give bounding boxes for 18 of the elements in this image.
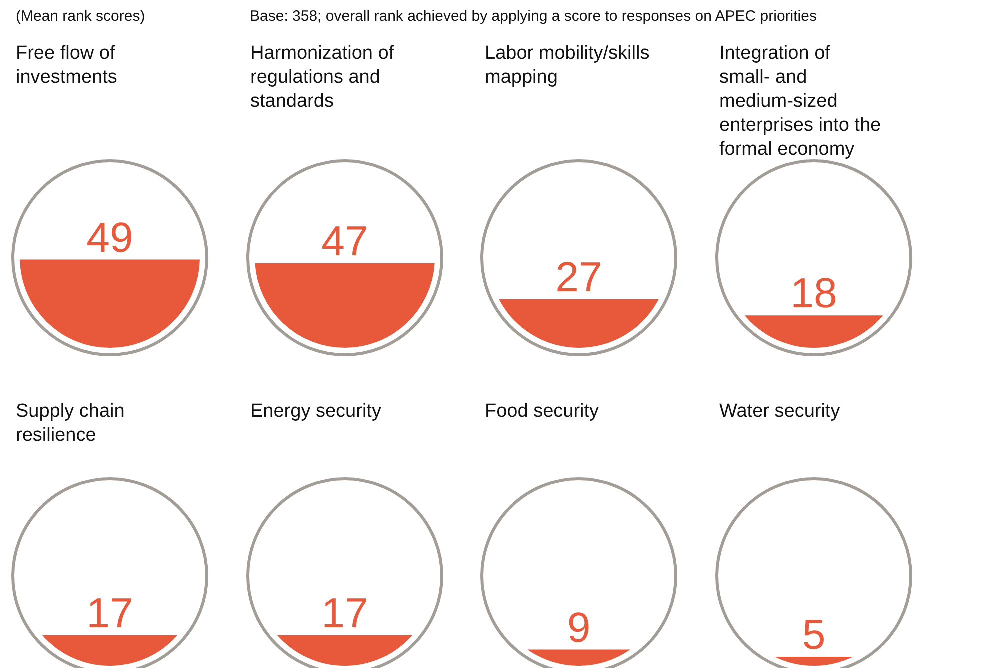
text: Base: 358; overall rank achieved by applying a score to responses on APEC priorities — [250, 8, 817, 25]
category-label: Supply chain resilience — [16, 400, 126, 448]
category-label: Integration of small- and medium-sized enterprises into the formal economy — [720, 42, 882, 162]
category-label: Energy security — [250, 400, 382, 424]
category-label: Water security — [720, 400, 842, 424]
data-label: 17 — [86, 589, 134, 636]
data-label: 5 — [802, 611, 826, 658]
category-label: Free flow of investments — [16, 42, 118, 90]
category-label: Labor mobility/skills mapping — [485, 42, 651, 90]
data-label: 9 — [567, 604, 591, 651]
data-label: 47 — [321, 217, 368, 264]
text: (Mean rank scores) — [16, 8, 146, 25]
category-label: Food security — [485, 400, 600, 424]
data-label: 17 — [321, 589, 368, 636]
category-label: Harmonization of regulations and standards — [250, 42, 396, 114]
data-label: 18 — [790, 270, 837, 317]
data-label: 49 — [86, 214, 134, 261]
data-label: 27 — [556, 253, 602, 300]
